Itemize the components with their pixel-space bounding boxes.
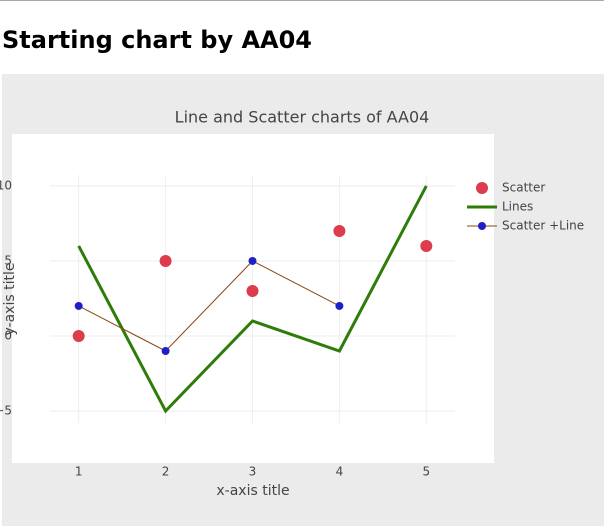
y-tick-label: 5: [4, 253, 12, 267]
y-axis-title: y-axis title: [2, 263, 18, 336]
series-line: [77, 185, 428, 414]
x-tick-label: 5: [422, 465, 430, 479]
legend-label: Lines: [502, 200, 533, 214]
legend-label: Scatter +Line: [502, 219, 584, 233]
legend-marker: [478, 222, 486, 230]
series-line: [78, 260, 340, 352]
marker: [161, 346, 170, 355]
page-title: Starting chart by AA04: [2, 26, 312, 54]
y-tick-label: −5: [0, 403, 12, 417]
x-tick-label: 1: [75, 465, 83, 479]
x-axis-title: x-axis title: [216, 483, 289, 499]
marker: [420, 239, 433, 252]
marker: [72, 329, 85, 342]
chart-title: Line and Scatter charts of AA04: [175, 108, 430, 127]
y-tick-label: 0: [4, 328, 12, 342]
y-tick-label: 10: [0, 178, 12, 192]
x-tick-label: 3: [249, 465, 257, 479]
legend-marker: [476, 182, 488, 194]
marker: [74, 301, 83, 310]
legend-label: Scatter: [502, 181, 545, 195]
x-tick-label: 4: [336, 465, 344, 479]
marker: [246, 284, 259, 297]
marker: [248, 256, 257, 265]
marker: [333, 224, 346, 237]
marker: [335, 301, 344, 310]
marker: [159, 254, 172, 267]
x-tick-label: 2: [162, 465, 170, 479]
